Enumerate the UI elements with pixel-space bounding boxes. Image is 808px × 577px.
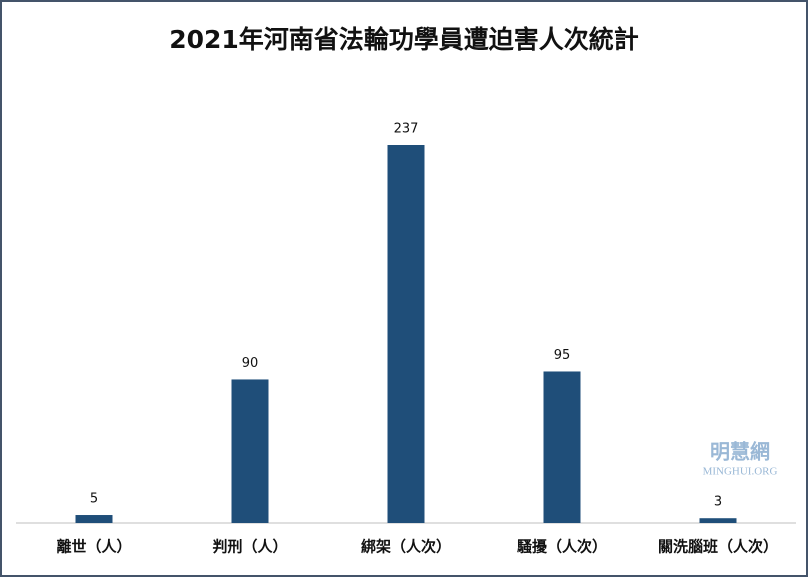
x-tick-label: 關洗腦班（人次） bbox=[658, 538, 778, 556]
value-label: 95 bbox=[554, 348, 571, 363]
chart-title: 2021年河南省法輪功學員遭迫害人次統計 bbox=[169, 25, 639, 54]
bar bbox=[699, 518, 737, 523]
value-label: 3 bbox=[714, 495, 722, 510]
x-tick-label: 綁架（人次） bbox=[361, 538, 451, 556]
value-label: 237 bbox=[394, 122, 419, 137]
value-label: 90 bbox=[242, 356, 259, 371]
bar bbox=[543, 371, 581, 523]
watermark: 明慧網 bbox=[710, 440, 770, 464]
bar bbox=[231, 379, 269, 523]
x-tick-label: 離世（人） bbox=[56, 538, 131, 556]
watermark-sub: MINGHUI.ORG bbox=[703, 466, 778, 478]
value-label: 5 bbox=[90, 492, 98, 507]
bar bbox=[387, 145, 425, 523]
bar bbox=[75, 515, 113, 523]
x-tick-label: 判刑（人） bbox=[212, 538, 287, 556]
x-tick-label: 騷擾（人次） bbox=[517, 538, 607, 556]
